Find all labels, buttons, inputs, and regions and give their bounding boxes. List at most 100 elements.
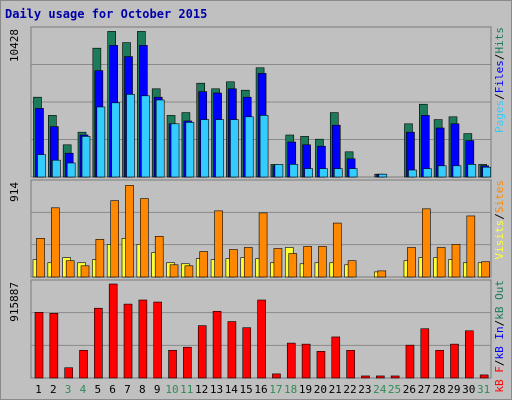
pages-bar-day-31 [482, 166, 491, 178]
legend-kb-part: kB In [493, 326, 506, 359]
kbf-bar-day-11 [183, 346, 192, 379]
x-day-label-26: 26 [403, 383, 416, 396]
sites-bar-day-17 [273, 248, 283, 278]
kbf-bar-day-5 [94, 307, 103, 379]
pages-bar-day-2 [52, 159, 61, 178]
pages-bar-day-5 [96, 106, 106, 178]
kbf-bar-day-7 [123, 303, 133, 379]
x-day-label-3: 3 [65, 383, 72, 396]
sites-bar-day-9 [154, 235, 164, 278]
pages-bar-day-3 [66, 162, 76, 178]
legend-visits-sites-part: Sites [493, 180, 506, 213]
kbf-bar-day-18 [286, 342, 296, 379]
sites-bar-day-6 [110, 200, 119, 278]
x-day-label-11: 11 [180, 383, 193, 396]
kbf-bar-day-6 [108, 283, 118, 379]
pages-bar-day-27 [423, 168, 432, 178]
kbf-bar-day-24 [375, 375, 385, 379]
pages-bar-day-12 [200, 119, 210, 178]
sites-bar-day-27 [422, 208, 431, 278]
x-day-label-6: 6 [109, 383, 116, 396]
x-day-label-27: 27 [418, 383, 431, 396]
kbf-bar-day-12 [197, 325, 207, 379]
pages-bar-day-21 [333, 168, 343, 178]
pages-bar-day-1 [37, 154, 46, 178]
kbf-bar-day-9 [153, 301, 163, 379]
kbf-bar-day-14 [227, 321, 237, 379]
legend-pages-files-hits-part: / [493, 93, 506, 100]
x-day-label-7: 7 [124, 383, 131, 396]
pages-bar-day-9 [155, 99, 165, 178]
kbf-bar-day-19 [301, 343, 311, 379]
pages-bar-day-20 [319, 168, 328, 178]
x-day-label-28: 28 [432, 383, 445, 396]
files-bar-day-27 [421, 115, 430, 178]
legend-kb: kB F/kB In/kB Out [493, 280, 506, 393]
pages-bar-day-30 [467, 164, 477, 178]
sites-bar-day-18 [288, 253, 298, 278]
sites-bar-day-20 [318, 246, 327, 278]
kbf-bar-day-10 [168, 349, 177, 379]
pages-bar-day-8 [141, 95, 150, 178]
sites-bar-day-22 [347, 260, 357, 278]
pages-bar-day-24 [378, 173, 388, 178]
kbf-bar-day-25 [390, 375, 400, 379]
kbf-bar-day-4 [79, 349, 88, 379]
kbf-bar-day-15 [242, 327, 252, 379]
sites-bar-day-11 [184, 265, 194, 278]
pages-bar-day-14 [230, 119, 239, 178]
x-day-label-25: 25 [388, 383, 401, 396]
kbf-bar-day-21 [331, 336, 341, 379]
kbf-bar-day-1 [34, 312, 44, 379]
legend-visits-sites: Visits/Sites [493, 180, 506, 260]
sites-bar-day-3 [65, 260, 75, 278]
x-day-label-23: 23 [358, 383, 371, 396]
x-day-label-29: 29 [447, 383, 460, 396]
x-day-label-10: 10 [165, 383, 178, 396]
sites-bar-day-26 [407, 247, 416, 278]
legend-pages-files-hits: Pages/Files/Hits [493, 27, 506, 133]
pages-bar-day-11 [185, 122, 195, 178]
x-day-label-30: 30 [462, 383, 475, 396]
legend-visits-sites-part: / [493, 213, 506, 220]
x-day-label-22: 22 [343, 383, 356, 396]
legend-pages-files-hits-part: Hits [493, 27, 506, 54]
sites-bar-day-4 [80, 265, 90, 278]
kbf-bar-day-28 [435, 349, 444, 379]
pages-bar-day-29 [452, 165, 462, 178]
sites-bar-day-8 [140, 198, 149, 278]
pages-bar-day-22 [348, 168, 358, 178]
pages-bar-day-4 [81, 136, 91, 178]
x-day-label-1: 1 [35, 383, 42, 396]
pages-bar-day-16 [259, 115, 269, 178]
legend-pages-files-hits-part: Pages [493, 100, 506, 133]
pages-bar-day-15 [244, 116, 254, 178]
legend-visits-sites-part: Visits [493, 220, 506, 260]
x-day-label-8: 8 [139, 383, 146, 396]
x-day-label-21: 21 [329, 383, 342, 396]
sites-bar-day-14 [229, 249, 238, 278]
pages-bar-day-13 [215, 119, 224, 178]
x-day-label-19: 19 [299, 383, 312, 396]
sites-bar-day-31 [481, 261, 490, 278]
legend-kb-part: / [493, 320, 506, 327]
x-day-label-4: 4 [80, 383, 87, 396]
y-max-label-panel-1: 10428 [8, 29, 21, 62]
kbf-bar-day-2 [49, 313, 59, 379]
pages-bar-day-6 [111, 102, 120, 178]
pages-bar-day-10 [170, 123, 180, 178]
legend-pages-files-hits-part: / [493, 54, 506, 61]
y-max-label-panel-3: 915887 [8, 282, 21, 322]
pages-bar-day-17 [274, 164, 284, 178]
sites-bar-day-5 [95, 239, 105, 278]
kbf-bar-day-26 [405, 344, 415, 379]
sites-bar-day-1 [36, 238, 45, 278]
kbf-bar-day-29 [450, 343, 459, 379]
sites-bar-day-30 [466, 215, 476, 278]
x-day-label-14: 14 [225, 383, 239, 396]
pages-bar-day-19 [304, 168, 313, 178]
sites-bar-day-19 [303, 246, 312, 278]
y-max-label-panel-2: 914 [8, 182, 21, 202]
x-day-label-17: 17 [269, 383, 282, 396]
